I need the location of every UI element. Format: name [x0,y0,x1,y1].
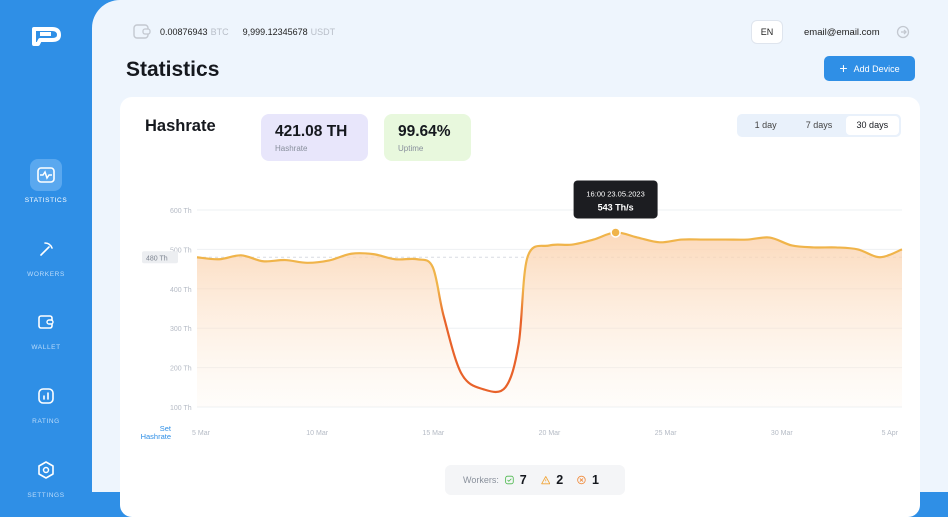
sidebar-item-statistics[interactable]: STATISTICS [0,159,92,204]
hexagon-settings-icon [30,454,62,486]
pickaxe-icon [30,233,62,265]
sidebar-item-label: SETTINGS [27,492,65,499]
workers-ok-count: 7 [519,473,527,487]
sidebar-item-label: STATISTICS [24,197,68,204]
add-device-label: Add Device [853,63,900,74]
x-tick-label: 15 Mar [422,430,444,437]
workers-warning-count: 2 [556,473,564,487]
x-tick-label: 5 Mar [192,430,211,437]
workers-error-count: 1 [592,473,599,487]
page-title: Statistics [126,58,220,81]
check-icon [505,475,514,485]
usdt-unit: USDT [310,27,336,37]
user-email[interactable]: email@email.com [804,27,880,38]
hashrate-card: Hashrate 421.08 TH Hashrate 99.64% Uptim… [120,97,920,517]
x-tick-label: 10 Mar [306,430,328,437]
range-option-30-days[interactable]: 30 days [845,116,899,135]
bar-chart-icon [30,380,62,412]
sidebar: STATISTICS WORKERS WALLET RATING SETTING… [0,0,100,499]
plus-icon: + [839,59,848,76]
tooltip-datetime: 16:00 23.05.2023 [586,189,644,198]
wallet-icon [30,306,62,338]
pulse-icon [30,159,62,191]
logout-icon[interactable] [896,25,910,39]
tooltip-value: 543 Th/s [598,202,634,212]
series-line [196,231,903,394]
x-tick-label: 5 Apr [882,430,899,437]
y-tick-label: 500 Th [170,247,192,254]
sidebar-item-label: RATING [32,418,60,425]
hashrate-chart: 600 Th 500 Th 400 Th 300 Th 200 Th 100 Th 480 … [141,180,903,441]
usdt-balance: 9,999.12345678 [242,27,308,37]
hashrate-value: 421.08 TH [275,123,348,140]
x-tick-label: 30 Mar [771,430,793,437]
y-tick-label: 300 Th [170,326,192,333]
balance-bar: 0.00876943 BTC 9,999.12345678 USDT [132,22,349,42]
sidebar-item-wallet[interactable]: WALLET [0,306,92,351]
sidebar-item-label: WORKERS [27,271,65,278]
btc-unit: BTC [210,27,229,37]
tooltip-box [573,180,658,219]
y-tick-label: 400 Th [170,287,192,294]
series-area [197,232,902,407]
workers-label: Workers: [463,475,499,485]
add-device-button[interactable]: + Add Device [824,56,915,81]
x-tick-label: 25 Mar [655,430,677,437]
sidebar-item-settings[interactable]: SETTINGS [0,454,92,499]
y-tick-label: 200 Th [170,366,192,373]
language-selector[interactable]: EN [751,20,783,44]
workers-summary: Workers: 7 2 1 [445,465,625,495]
sidebar-item-label: WALLET [31,344,61,351]
range-selector: 1 day 7 days 30 days [737,114,901,137]
btc-balance: 0.00876943 [160,27,208,37]
set-hashrate-link[interactable]: Set [160,424,172,433]
uptime-label: Uptime [398,144,424,153]
y-tick-label: 600 Th [170,208,192,215]
reference-label: 480 Th [146,255,168,262]
error-icon [577,475,586,485]
tooltip-point [610,227,621,238]
uptime-stat: 99.64% Uptime [384,114,471,161]
x-tick-label: 20 Mar [539,430,561,437]
uptime-value: 99.64% [398,123,451,140]
wallet-icon [133,24,151,39]
range-option-1-day[interactable]: 1 day [754,120,777,130]
warning-icon [540,476,550,485]
set-hashrate-link[interactable]: Hashrate [141,432,171,441]
reference-badge [142,251,178,264]
hashrate-label: Hashrate [275,144,308,153]
card-title: Hashrate [145,117,216,135]
hashrate-stat: 421.08 TH Hashrate [261,114,368,161]
y-tick-label: 100 Th [170,405,192,412]
main-panel: 0.00876943 BTC 9,999.12345678 USDT EN em… [92,0,948,517]
sidebar-item-workers[interactable]: WORKERS [0,233,92,278]
logo-icon [32,27,61,46]
range-option-7-days[interactable]: 7 days [805,120,833,130]
sidebar-item-rating[interactable]: RATING [0,380,92,425]
